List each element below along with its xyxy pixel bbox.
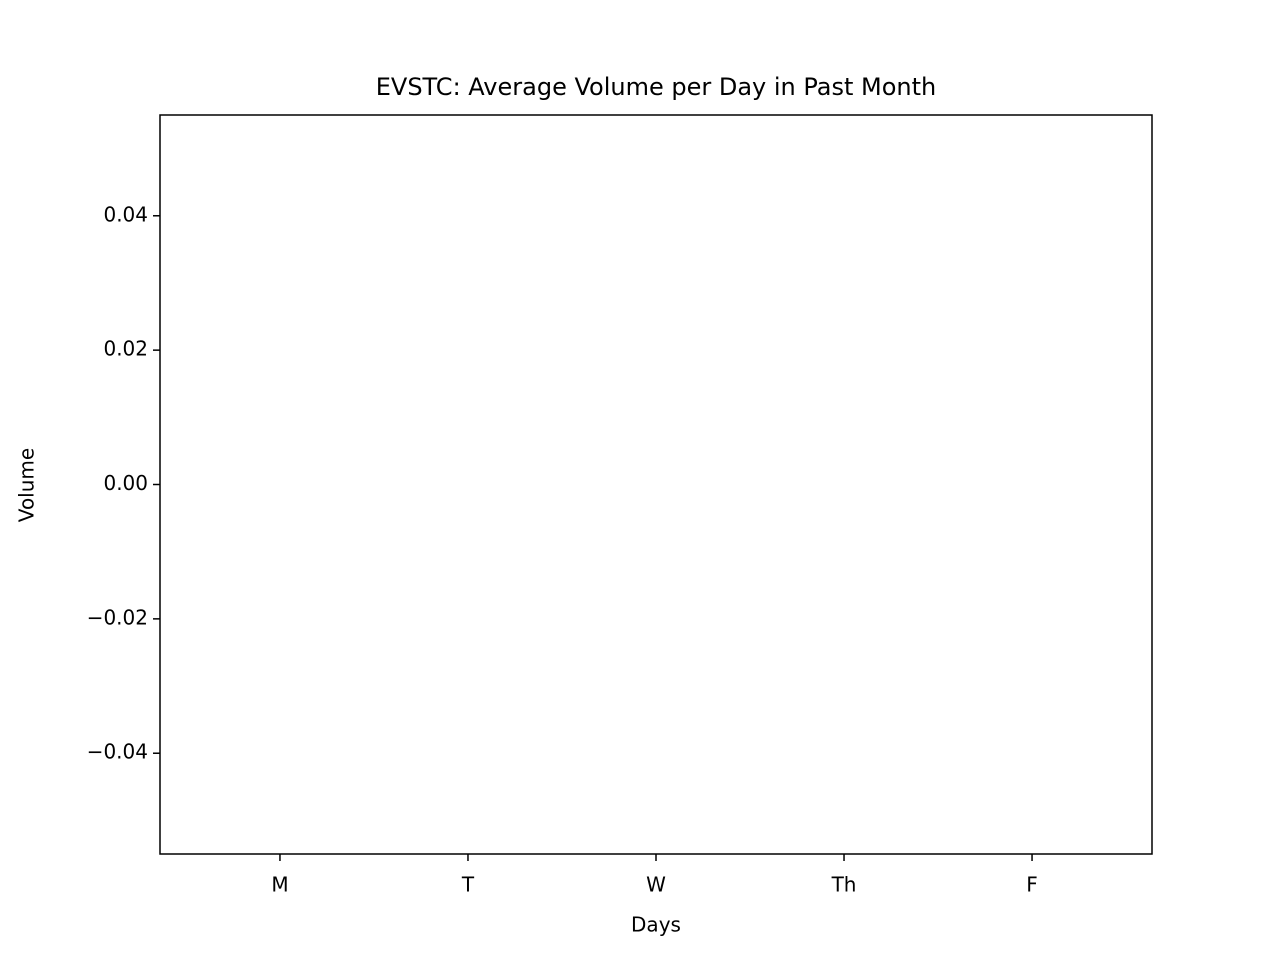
x-tick-label: T [461,873,475,897]
y-tick-label: −0.04 [87,740,148,764]
x-tick-label: F [1026,873,1038,897]
y-tick-label: 0.00 [103,471,148,495]
x-tick-label: Th [831,873,857,897]
y-axis-label: Volume [15,448,39,522]
x-tick-label: M [271,873,288,897]
x-axis-label: Days [631,913,681,937]
chart-title: EVSTC: Average Volume per Day in Past Mo… [376,73,937,101]
y-tick-label: 0.02 [103,337,148,361]
x-tick-label: W [646,873,666,897]
plot-frame [159,114,1153,855]
y-tick-label: −0.02 [87,605,148,629]
y-tick-label: 0.04 [103,202,148,226]
